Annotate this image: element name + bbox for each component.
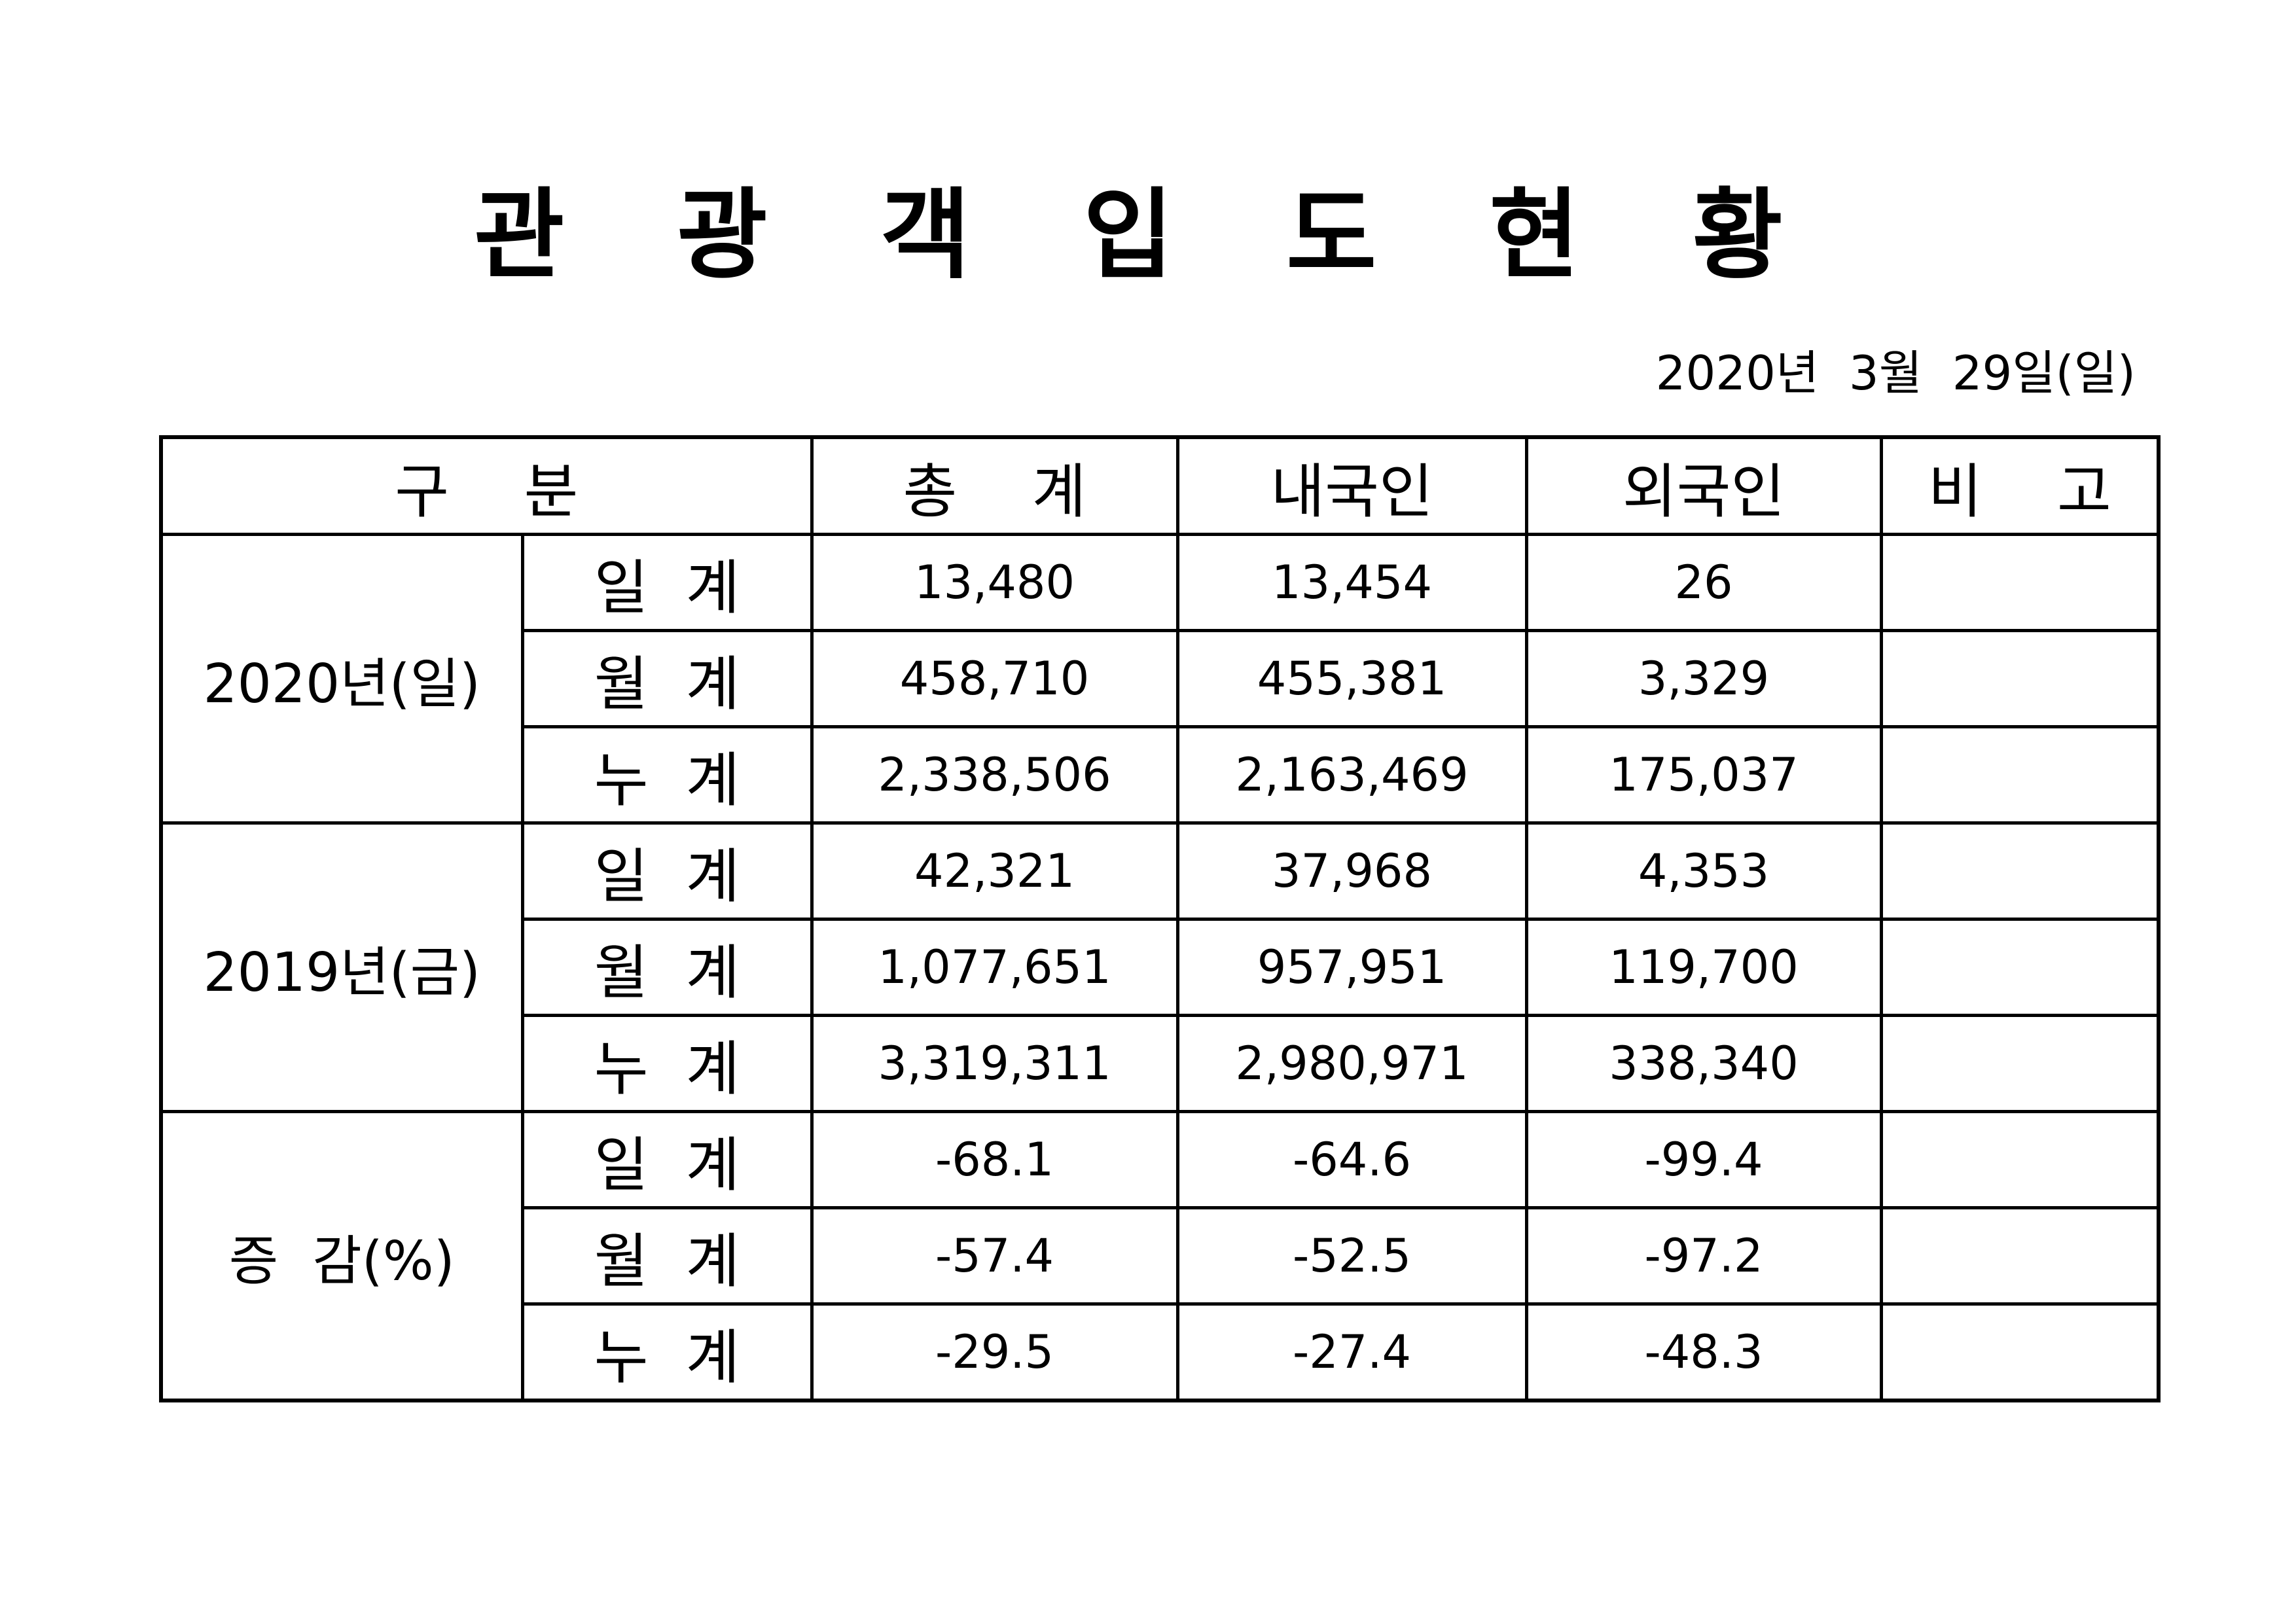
row-label: 월 계 — [520, 1206, 814, 1306]
tourist-arrivals-table: 구 분 총 계 내국인 외국인 비 고 2020년(일) 일 계 13,480 … — [159, 435, 2161, 1402]
cell-remarks — [1879, 918, 2161, 1017]
cell-domestic: 455,381 — [1175, 629, 1528, 728]
cell-foreign: 175,037 — [1524, 725, 1883, 825]
table-row: 월 계 1,077,651 957,951 119,700 — [161, 918, 2161, 1017]
row-label: 누 계 — [520, 1302, 814, 1402]
header-total: 총 계 — [810, 435, 1179, 536]
cell-total: 1,077,651 — [810, 918, 1179, 1017]
cell-foreign: -97.2 — [1524, 1206, 1883, 1306]
table-row: 증 감(%) 일 계 -68.1 -64.6 -99.4 — [159, 1110, 2161, 1402]
cell-total: 13,480 — [810, 533, 1179, 632]
cell-foreign: 3,329 — [1524, 629, 1883, 728]
cell-domestic: 2,163,469 — [1175, 725, 1528, 825]
group-label-2020: 2020년(일) — [159, 533, 524, 825]
cell-total: 3,319,311 — [810, 1014, 1179, 1113]
table-row: 월 계 458,710 455,381 3,329 — [161, 629, 2161, 728]
row-label: 월 계 — [520, 629, 814, 728]
cell-remarks — [1879, 1206, 2161, 1306]
cell-remarks — [1879, 1302, 2161, 1402]
table-row: 2019년(금) 일 계 42,321 37,968 4,353 — [159, 821, 2161, 1113]
table-row: 월 계 -57.4 -52.5 -97.2 — [161, 1206, 2161, 1306]
table-row: 누 계 -29.5 -27.4 -48.3 — [161, 1302, 2161, 1402]
row-label: 일 계 — [520, 533, 814, 632]
table-row: 2020년(일) 일 계 13,480 13,454 26 — [159, 533, 2161, 825]
cell-domestic: 957,951 — [1175, 918, 1528, 1017]
cell-domestic: 13,454 — [1175, 533, 1528, 632]
header-category: 구 분 — [159, 435, 814, 536]
group-label-change: 증 감(%) — [159, 1110, 524, 1402]
cell-foreign: -99.4 — [1524, 1110, 1883, 1209]
cell-foreign: 4,353 — [1524, 821, 1883, 921]
cell-remarks — [1879, 629, 2161, 728]
cell-total: -29.5 — [810, 1302, 1179, 1402]
cell-remarks — [1879, 821, 2161, 921]
cell-total: 2,338,506 — [810, 725, 1179, 825]
report-date: 2020년 3월 29일(일) — [1655, 346, 2136, 401]
row-label: 누 계 — [520, 725, 814, 825]
table-row: 누 계 3,319,311 2,980,971 338,340 — [161, 1014, 2161, 1113]
cell-foreign: -48.3 — [1524, 1302, 1883, 1402]
cell-domestic: -27.4 — [1175, 1302, 1528, 1402]
cell-remarks — [1879, 1110, 2161, 1209]
row-label: 누 계 — [520, 1014, 814, 1113]
cell-remarks — [1879, 533, 2161, 632]
header-remarks: 비 고 — [1879, 435, 2161, 536]
table-row: 누 계 2,338,506 2,163,469 175,037 — [161, 725, 2161, 825]
header-foreign: 외국인 — [1524, 435, 1883, 536]
cell-domestic: 2,980,971 — [1175, 1014, 1528, 1113]
row-label: 일 계 — [520, 821, 814, 921]
cell-foreign: 119,700 — [1524, 918, 1883, 1017]
cell-domestic: 37,968 — [1175, 821, 1528, 921]
cell-remarks — [1879, 725, 2161, 825]
row-label: 월 계 — [520, 918, 814, 1017]
row-label: 일 계 — [520, 1110, 814, 1209]
cell-remarks — [1879, 1014, 2161, 1113]
header-domestic: 내국인 — [1175, 435, 1528, 536]
cell-total: -57.4 — [810, 1206, 1179, 1306]
cell-domestic: -64.6 — [1175, 1110, 1528, 1209]
group-label-2019: 2019년(금) — [159, 821, 524, 1113]
cell-total: 458,710 — [810, 629, 1179, 728]
page-title: 관 광 객 입 도 현 황 — [474, 179, 1822, 293]
header-row: 구 분 총 계 내국인 외국인 비 고 — [159, 435, 2161, 536]
cell-total: -68.1 — [810, 1110, 1179, 1209]
cell-foreign: 338,340 — [1524, 1014, 1883, 1113]
cell-total: 42,321 — [810, 821, 1179, 921]
cell-domestic: -52.5 — [1175, 1206, 1528, 1306]
cell-foreign: 26 — [1524, 533, 1883, 632]
